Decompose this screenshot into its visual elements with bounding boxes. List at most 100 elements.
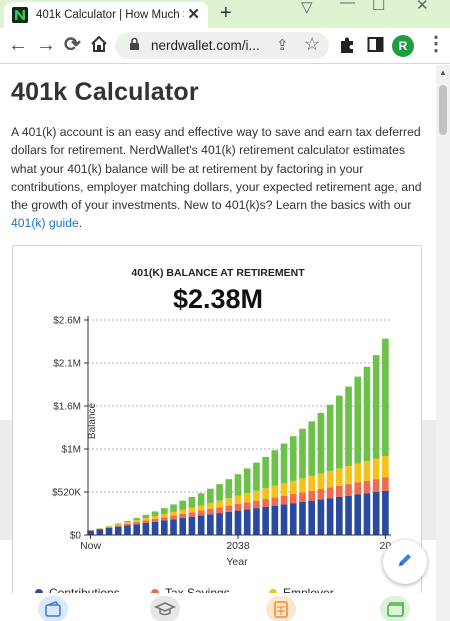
bar-segment-contributions[interactable] xyxy=(151,521,159,535)
bar-segment-contributions[interactable] xyxy=(179,518,187,535)
bar-segment-employer[interactable] xyxy=(262,488,269,500)
url-text[interactable]: nerdwallet.com/i... xyxy=(151,38,260,53)
profile-avatar[interactable]: R xyxy=(392,35,414,57)
bar-segment-tax_savings[interactable] xyxy=(124,523,131,526)
bar-segment-employer[interactable] xyxy=(179,509,187,514)
bar-segment-contributions[interactable] xyxy=(345,495,352,535)
bar-segment-growth[interactable] xyxy=(124,520,131,523)
side-panel-icon[interactable] xyxy=(367,36,384,58)
bar-segment-contributions[interactable] xyxy=(225,511,233,535)
lock-icon[interactable] xyxy=(129,37,140,56)
bar-segment-growth[interactable] xyxy=(345,386,352,466)
bar-segment-growth[interactable] xyxy=(326,404,334,471)
bar-segment-contributions[interactable] xyxy=(354,494,362,535)
bar-segment-contributions[interactable] xyxy=(234,510,242,535)
nav-cards-icon[interactable] xyxy=(380,596,410,621)
bar-segment-contributions[interactable] xyxy=(197,515,205,535)
bar-segment-employer[interactable] xyxy=(216,500,223,508)
bar-segment-contributions[interactable] xyxy=(170,519,177,535)
bar-segment-employer[interactable] xyxy=(271,485,279,498)
bar-segment-growth[interactable] xyxy=(354,376,362,464)
new-tab-button[interactable]: + xyxy=(220,2,232,24)
bar-segment-contributions[interactable] xyxy=(317,499,325,535)
minimize-icon[interactable]: — xyxy=(340,0,355,11)
reload-icon[interactable]: ⟳ xyxy=(64,34,81,56)
bar-segment-tax_savings[interactable] xyxy=(114,525,122,527)
bar-segment-employer[interactable] xyxy=(317,473,325,490)
bar-segment-contributions[interactable] xyxy=(133,524,140,535)
bar-segment-growth[interactable] xyxy=(271,450,279,486)
bar-segment-employer[interactable] xyxy=(243,493,251,503)
nav-calculator-icon[interactable] xyxy=(266,596,296,621)
nav-education-icon[interactable] xyxy=(150,596,180,621)
share-icon[interactable]: ⇪ xyxy=(276,37,289,54)
bar-segment-tax_savings[interactable] xyxy=(262,499,269,507)
bar-segment-contributions[interactable] xyxy=(188,516,196,535)
bar-segment-growth[interactable] xyxy=(216,484,223,501)
bar-segment-tax_savings[interactable] xyxy=(336,485,343,497)
bar-segment-employer[interactable] xyxy=(382,456,389,478)
window-close-icon[interactable]: ✕ xyxy=(416,0,429,14)
bar-segment-contributions[interactable] xyxy=(308,500,316,535)
bar-segment-tax_savings[interactable] xyxy=(197,510,205,516)
bar-segment-growth[interactable] xyxy=(336,395,343,469)
bar-segment-tax_savings[interactable] xyxy=(308,490,316,501)
bar-segment-employer[interactable] xyxy=(372,458,380,480)
bar-segment-employer[interactable] xyxy=(234,495,242,504)
bar-segment-contributions[interactable] xyxy=(96,529,104,535)
bar-segment-growth[interactable] xyxy=(253,462,260,491)
bar-segment-contributions[interactable] xyxy=(262,506,269,535)
bar-segment-tax_savings[interactable] xyxy=(326,487,334,499)
bar-segment-growth[interactable] xyxy=(372,355,380,459)
bar-segment-tax_savings[interactable] xyxy=(234,503,242,511)
bar-segment-contributions[interactable] xyxy=(160,520,168,535)
bar-segment-employer[interactable] xyxy=(133,520,140,523)
bar-segment-contributions[interactable] xyxy=(124,525,131,535)
bar-segment-growth[interactable] xyxy=(170,504,177,512)
bar-segment-growth[interactable] xyxy=(114,523,122,525)
bar-segment-tax_savings[interactable] xyxy=(372,479,380,492)
bar-segment-growth[interactable] xyxy=(382,338,389,457)
tab-search-icon[interactable]: ▽ xyxy=(301,0,313,16)
address-bar[interactable]: nerdwallet.com/i... ⇪ ☆ xyxy=(115,32,329,59)
menu-kebab-icon[interactable]: ⋮ xyxy=(426,33,446,55)
bar-segment-contributions[interactable] xyxy=(216,513,223,535)
scrollbar-thumb[interactable] xyxy=(439,85,447,135)
forward-arrow-icon[interactable]: → xyxy=(36,34,56,56)
bar-segment-tax_savings[interactable] xyxy=(105,527,113,528)
page-scrollbar[interactable]: ▲ xyxy=(436,65,450,621)
bar-segment-contributions[interactable] xyxy=(207,514,214,535)
bar-segment-employer[interactable] xyxy=(188,507,196,513)
bar-segment-contributions[interactable] xyxy=(326,498,334,535)
bar-segment-growth[interactable] xyxy=(207,488,214,504)
bar-segment-contributions[interactable] xyxy=(271,505,279,535)
bar-segment-employer[interactable] xyxy=(225,498,233,506)
bar-segment-tax_savings[interactable] xyxy=(188,512,196,517)
bar-segment-growth[interactable] xyxy=(188,496,196,508)
bar-segment-growth[interactable] xyxy=(363,366,371,461)
browser-tab[interactable]: 401k Calculator | How Much S ✕ xyxy=(4,2,208,28)
bar-segment-contributions[interactable] xyxy=(253,508,260,536)
bar-segment-tax_savings[interactable] xyxy=(160,517,168,521)
bar-segment-growth[interactable] xyxy=(197,493,205,506)
bar-segment-tax_savings[interactable] xyxy=(363,480,371,494)
bar-segment-tax_savings[interactable] xyxy=(216,507,223,514)
bar-segment-tax_savings[interactable] xyxy=(280,495,288,505)
bar-segment-tax_savings[interactable] xyxy=(354,482,362,495)
bar-segment-employer[interactable] xyxy=(142,518,150,521)
bar-segment-tax_savings[interactable] xyxy=(207,508,214,515)
home-icon[interactable] xyxy=(90,35,108,58)
bar-segment-contributions[interactable] xyxy=(105,527,113,535)
bar-segment-growth[interactable] xyxy=(234,474,242,496)
nav-wallet-icon[interactable] xyxy=(38,596,68,621)
bar-segment-tax_savings[interactable] xyxy=(142,520,150,524)
bar-segment-growth[interactable] xyxy=(299,428,306,479)
bar-segment-contributions[interactable] xyxy=(289,503,297,535)
bar-segment-contributions[interactable] xyxy=(280,504,288,535)
maximize-icon[interactable]: ☐ xyxy=(372,0,386,14)
edit-inputs-button[interactable] xyxy=(383,540,427,584)
bar-segment-contributions[interactable] xyxy=(87,530,94,535)
bar-segment-employer[interactable] xyxy=(197,505,205,511)
bar-segment-employer[interactable] xyxy=(170,511,177,516)
extensions-puzzle-icon[interactable] xyxy=(338,36,356,59)
